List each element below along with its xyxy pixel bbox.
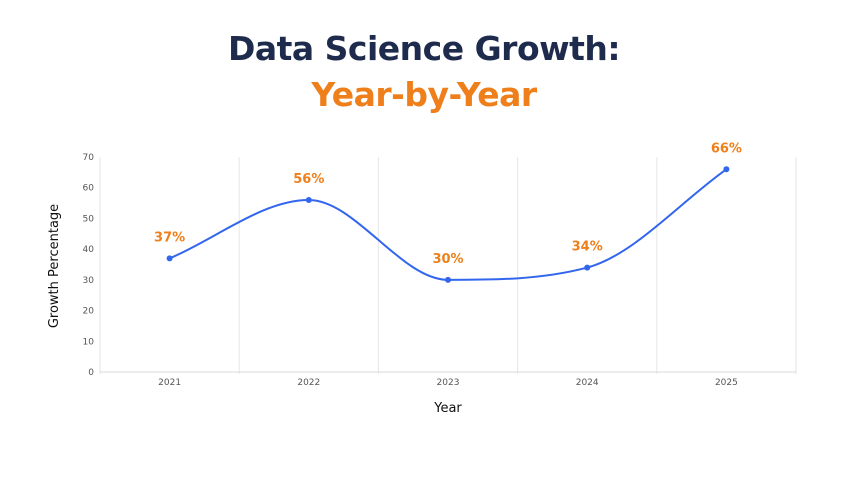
data-label: 34%	[572, 240, 603, 255]
y-axis-ticks: 0 10 20 30 40 50 60 70	[83, 153, 95, 378]
x-tick-label: 2023	[437, 378, 460, 388]
x-tick-label: 2022	[297, 378, 320, 388]
y-tick-label: 40	[83, 245, 95, 255]
data-point	[305, 197, 312, 203]
x-tick-label: 2025	[715, 378, 738, 388]
y-tick-label: 0	[88, 368, 94, 378]
y-tick-label: 20	[83, 307, 95, 317]
data-point	[445, 276, 451, 283]
y-tick-label: 60	[83, 184, 95, 194]
data-points	[166, 166, 730, 283]
grid-layer	[99, 157, 797, 374]
chart-title: Data Science Growth: Year-by-Year	[0, 26, 848, 118]
data-point	[723, 166, 730, 173]
data-labels: 37% 56% 30% 34% 66%	[154, 141, 742, 267]
data-label: 56%	[293, 172, 324, 187]
data-label: 30%	[432, 252, 463, 267]
x-axis-title: Year	[433, 401, 462, 416]
y-tick-label: 10	[83, 337, 95, 347]
data-label: 66%	[711, 141, 742, 156]
y-tick-label: 30	[83, 276, 95, 286]
data-label: 37%	[154, 230, 185, 245]
data-point	[166, 255, 173, 262]
y-tick-label: 70	[83, 153, 95, 163]
data-point	[584, 264, 591, 271]
y-axis-title: Growth Percentage	[47, 204, 62, 328]
x-tick-label: 2021	[158, 378, 181, 388]
x-tick-label: 2024	[576, 378, 599, 388]
chart-title-line1: Data Science Growth:	[227, 29, 621, 68]
y-tick-label: 50	[83, 214, 95, 224]
x-axis-ticks: 2021 2022 2023 2024 2025	[158, 378, 738, 388]
chart-title-line2: Year-by-Year	[311, 75, 537, 114]
